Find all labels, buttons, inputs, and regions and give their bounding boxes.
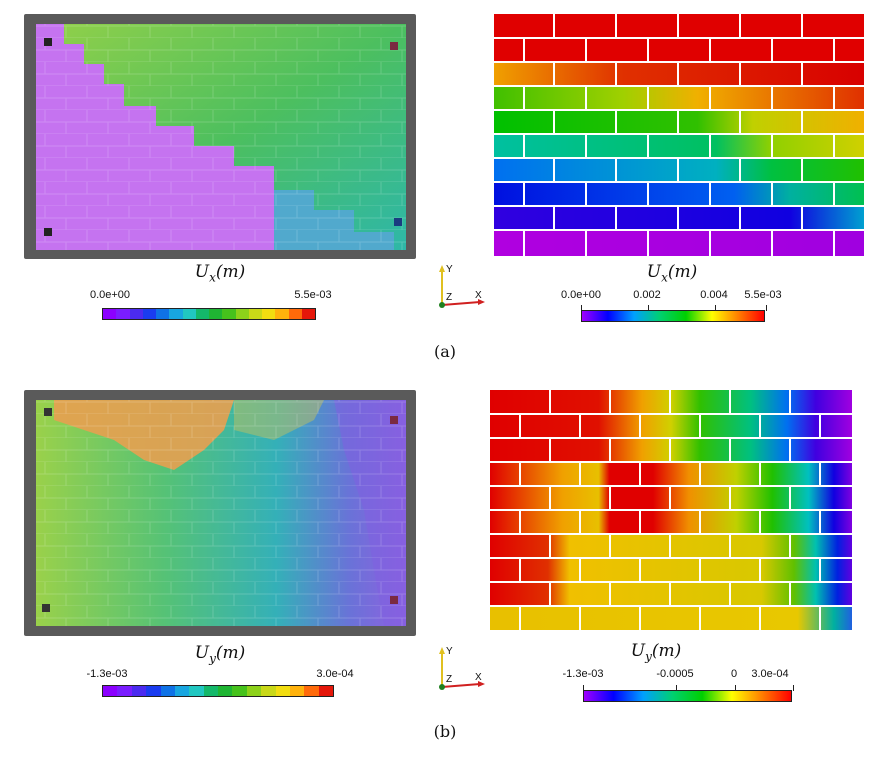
ux-right-tick-2: 0.004 [700, 289, 728, 301]
uy-left-colorbar [102, 685, 334, 697]
ux-right-caption: Ux(m) [646, 262, 698, 285]
colorbar-swatch [189, 686, 204, 696]
uy-right-tickmarks [583, 685, 794, 691]
ux-left-cbar-min: 0.0e+00 [89, 289, 131, 301]
ux-left-cbar-max: 5.5e-03 [294, 289, 332, 301]
triad-z-label: Z [446, 674, 453, 685]
dic-photo-ux [24, 14, 416, 259]
uy-right-caption: Uy(m) [630, 641, 682, 664]
ux-right-tick-3: 5.5e-03 [744, 289, 782, 301]
colorbar-swatch [275, 686, 290, 696]
fe-brick-model-uy [490, 390, 852, 630]
colorbar-swatch [169, 309, 183, 319]
colorbar-swatch [103, 309, 117, 319]
ux-right-colorbar [581, 310, 765, 322]
uy-left-caption: Uy(m) [194, 643, 246, 666]
uy-right-tick-2: 0 [730, 668, 738, 680]
colorbar-swatch [103, 686, 118, 696]
colorbar-swatch [222, 309, 236, 319]
uy-right-tick-3: 3.0e-04 [751, 668, 789, 680]
colorbar-swatch [129, 309, 143, 319]
colorbar-swatch [288, 309, 302, 319]
colorbar-swatch [195, 309, 209, 319]
colorbar-swatch [156, 309, 170, 319]
colorbar-swatch [248, 309, 262, 319]
colorbar-swatch [275, 309, 289, 319]
colorbar-swatch [160, 686, 175, 696]
axes-triad-a: Y Z X [430, 262, 490, 314]
colorbar-swatch [203, 686, 218, 696]
dic-ux-field [36, 24, 406, 250]
triad-x-label: X [475, 290, 482, 301]
colorbar-swatch [142, 309, 156, 319]
colorbar-swatch [116, 309, 130, 319]
dic-uy-field [36, 400, 406, 626]
triad-x-label: X [475, 672, 482, 683]
colorbar-swatch [218, 686, 233, 696]
axes-triad-b: Y Z X [430, 644, 490, 696]
colorbar-swatch [289, 686, 305, 696]
uy-left-cbar-min: -1.3e-03 [86, 668, 128, 680]
uy-right-tick-1: -0.0005 [656, 668, 694, 680]
ux-right-tick-1: 0.002 [633, 289, 661, 301]
triad-z-label: Z [446, 292, 453, 303]
colorbar-swatch [131, 686, 147, 696]
uy-right-colorbar [583, 690, 792, 702]
uy-right-tick-0: -1.3e-03 [562, 668, 604, 680]
colorbar-swatch [174, 686, 190, 696]
ux-left-colorbar [102, 308, 316, 320]
colorbar-swatch [301, 309, 315, 319]
colorbar-swatch [117, 686, 132, 696]
figure-label-b: (b) [433, 722, 457, 741]
colorbar-swatch [235, 309, 249, 319]
colorbar-swatch [146, 686, 161, 696]
triad-y-label: Y [446, 264, 453, 275]
colorbar-swatch [182, 309, 196, 319]
ux-right-tick-0: 0.0e+00 [560, 289, 602, 301]
colorbar-swatch [304, 686, 319, 696]
colorbar-swatch [209, 309, 223, 319]
triad-y-label: Y [446, 646, 453, 657]
colorbar-swatch [262, 309, 276, 319]
fe-brick-model-ux [494, 14, 864, 256]
ux-right-tickmarks [581, 305, 767, 311]
colorbar-swatch [261, 686, 276, 696]
dic-photo-uy [24, 390, 416, 636]
uy-left-cbar-max: 3.0e-04 [316, 668, 354, 680]
colorbar-swatch [318, 686, 333, 696]
colorbar-swatch [246, 686, 262, 696]
colorbar-swatch [232, 686, 247, 696]
ux-left-caption: Ux(m) [194, 262, 246, 285]
figure-label-a: (a) [433, 342, 457, 361]
